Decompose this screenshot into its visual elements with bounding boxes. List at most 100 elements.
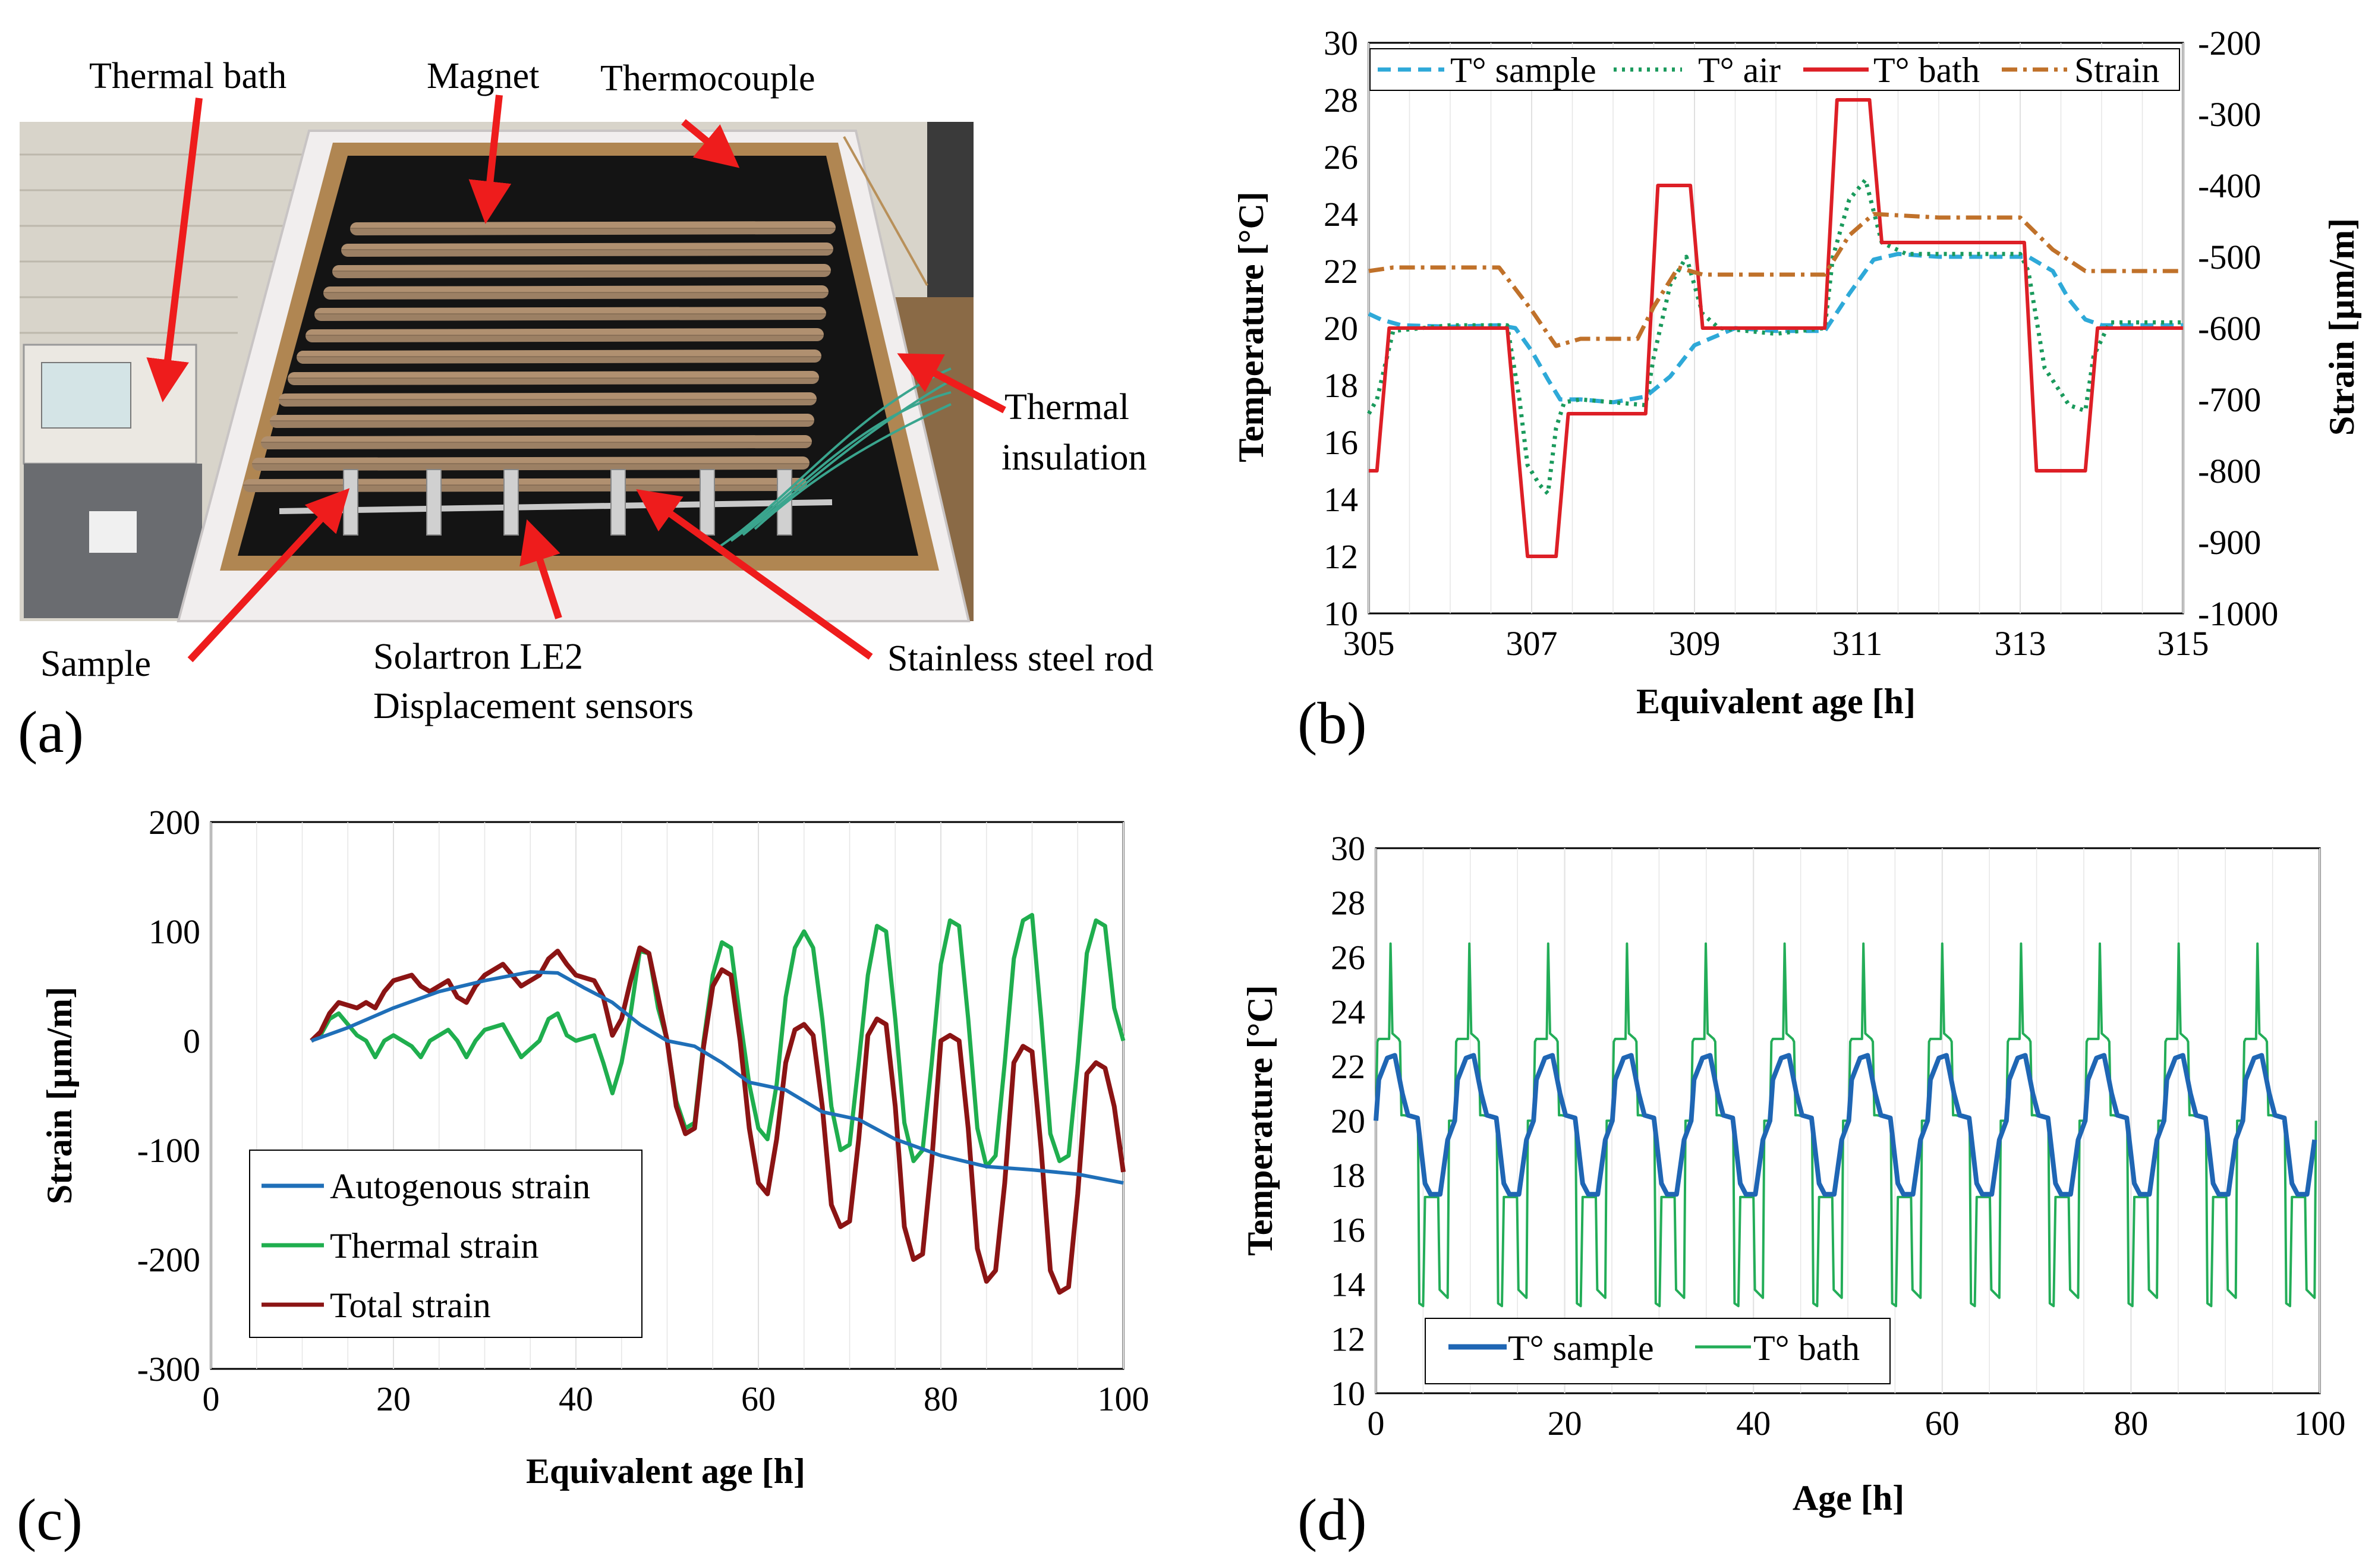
chart-c-ytick-label: 200 — [149, 803, 200, 842]
chart-b-ytick-label: 12 — [1324, 537, 1358, 576]
legend-b-bath: T° bath — [1873, 51, 1980, 90]
chart-c-series-autogenous — [310, 970, 1124, 1185]
chart-c-xtick-label: 60 — [741, 1380, 776, 1418]
chart-d-xtick-label: 100 — [2294, 1404, 2346, 1443]
chart-b-series-air — [1366, 177, 2183, 496]
chart-d-legend: T° sample T° bath — [1425, 1318, 1891, 1384]
thermal-bath-display — [41, 362, 131, 429]
chart-b-xlabel: Equivalent age [h] — [1636, 682, 1916, 721]
coil-bar — [305, 328, 824, 342]
legend-b-air: T° air — [1698, 51, 1781, 90]
chart-d-series — [1374, 942, 2317, 1308]
chart-b-y2tick-label: -200 — [2198, 24, 2261, 62]
chart-b-series-bath — [1369, 98, 2183, 558]
chart-d-ytick-label: 18 — [1331, 1156, 1365, 1195]
chart-c-ytick-label: -100 — [137, 1131, 200, 1170]
arrow-thermal-bath — [146, 97, 203, 402]
arrow-sensors — [519, 519, 562, 619]
chart-b-y2tick-label: -1000 — [2198, 594, 2278, 633]
magnet-coil — [243, 221, 836, 492]
coil-bar — [297, 350, 821, 364]
chart-d-ytick-label: 10 — [1331, 1374, 1365, 1413]
arrow-sample — [187, 488, 350, 663]
chart-b-ytick-label: 18 — [1324, 366, 1358, 405]
chart-d-legend-box — [1425, 1318, 1891, 1384]
chart-b-xtick-label: 305 — [1343, 624, 1395, 663]
chart-b-y2tick-label: -400 — [2198, 166, 2261, 205]
chart-b-ytick-label: 30 — [1324, 24, 1358, 62]
arrow-thermal-insulation — [897, 353, 1006, 414]
chart-c-xlabel: Equivalent age [h] — [526, 1451, 805, 1491]
coil-bar — [243, 478, 807, 492]
chart-c-ylabel: Strain [µm/m] — [40, 987, 79, 1204]
chart-b-ticks: 305 307 309 311 313 315 10 12 14 16 18 20 22 24 26 28 30… — [1324, 24, 2278, 663]
chart-b-y2tick-label: -600 — [2198, 309, 2261, 348]
chart-b-ytick-label: 10 — [1324, 594, 1358, 633]
chart-c-ytick-label: -200 — [137, 1240, 200, 1279]
chart-b-ylabel: Temperature [°C] — [1231, 191, 1271, 462]
label-sensors-2: Displacement sensors — [373, 686, 694, 726]
chart-d-series-sample — [1374, 1053, 2317, 1197]
legend-c-thermal: Thermal strain — [330, 1226, 539, 1265]
chart-c: 0 20 40 60 80 100 -300 -200 -100 0 100 200 Equivale… — [17, 803, 1149, 1553]
chart-b-xtick-label: 311 — [1832, 624, 1883, 663]
chart-b-xtick-label: 313 — [1995, 624, 2046, 663]
chart-d: 0 20 40 60 80 100 10 12 14 16 18 20 22 24 26 28 30 Age [… — [1240, 829, 2346, 1553]
chart-d-ytick-label: 20 — [1331, 1102, 1365, 1141]
coil-bar — [261, 435, 812, 449]
legend-b-sample: T° sample — [1450, 51, 1596, 90]
label-sample: Sample — [40, 644, 151, 684]
chart-b-series-strain — [1368, 212, 2183, 348]
chart-d-ticks: 0 20 40 60 80 100 10 12 14 16 18 20 22 24 26 28 30 — [1331, 829, 2346, 1443]
chart-c-ytick-label: -300 — [137, 1350, 200, 1388]
chart-d-ytick-label: 22 — [1331, 1047, 1365, 1086]
chart-c-series — [310, 912, 1126, 1295]
chart-b-ytick-label: 28 — [1324, 81, 1358, 119]
stainless-steel-rod — [279, 499, 833, 514]
chart-b-y2tick-label: -700 — [2198, 380, 2261, 419]
chart-c-series-total — [310, 945, 1126, 1295]
chart-b-ytick-label: 16 — [1324, 423, 1358, 462]
coil-bar — [323, 285, 829, 300]
chart-c-xtick-label: 40 — [559, 1380, 593, 1418]
chart-b-y2tick-label: -500 — [2198, 238, 2261, 276]
panel-a-photo: Thermal bath Magnet Thermocouple Thermal… — [18, 56, 1154, 765]
sensor-wires — [718, 367, 952, 548]
chart-c-series-thermal — [310, 912, 1126, 1169]
chart-c-xtick-label: 80 — [924, 1380, 958, 1418]
chart-d-xtick-label: 80 — [2114, 1404, 2148, 1443]
arrow-thermocouple — [681, 119, 740, 168]
legend-c-total: Total strain — [330, 1286, 491, 1325]
chart-d-ytick-label: 28 — [1331, 884, 1365, 922]
displacement-sensor — [700, 469, 715, 536]
panel-letter-c: (c) — [17, 1487, 83, 1553]
chart-b-series — [1366, 98, 2183, 558]
label-thermal-insulation-2: insulation — [1001, 437, 1147, 478]
panel-letter-a: (a) — [18, 699, 84, 765]
panel-letter-d: (d) — [1297, 1487, 1367, 1553]
chart-b-grid — [1368, 43, 2184, 613]
chart-d-ytick-label: 24 — [1331, 993, 1365, 1031]
chart-c-ytick-label: 100 — [149, 912, 200, 951]
displacement-sensor — [610, 469, 626, 536]
chart-b-y2label: Strain [µm/m] — [2322, 218, 2361, 436]
thermocouple-wire — [843, 136, 928, 286]
chart-d-ytick-label: 30 — [1331, 829, 1365, 868]
label-thermocouple: Thermocouple — [600, 58, 815, 99]
coil-bar — [314, 307, 826, 321]
coil-bar — [288, 371, 819, 385]
chart-d-xtick-label: 60 — [1925, 1404, 1960, 1443]
chart-c-ytick-label: 0 — [183, 1022, 200, 1060]
chart-d-xtick-label: 20 — [1548, 1404, 1582, 1443]
chart-d-ylabel: Temperature [°C] — [1240, 985, 1280, 1256]
chart-b-ytick-label: 22 — [1324, 252, 1358, 291]
chart-c-xtick-label: 0 — [203, 1380, 220, 1418]
chart-c-legend: Autogenous strain Thermal strain Total s… — [249, 1150, 642, 1338]
coil-bar — [252, 456, 810, 471]
coil-bar — [341, 243, 833, 257]
legend-b-strain: Strain — [2074, 51, 2159, 90]
coil-bar — [350, 221, 836, 235]
chart-d-xlabel: Age [h] — [1793, 1478, 1904, 1517]
legend-c-autogenous: Autogenous strain — [330, 1167, 590, 1206]
